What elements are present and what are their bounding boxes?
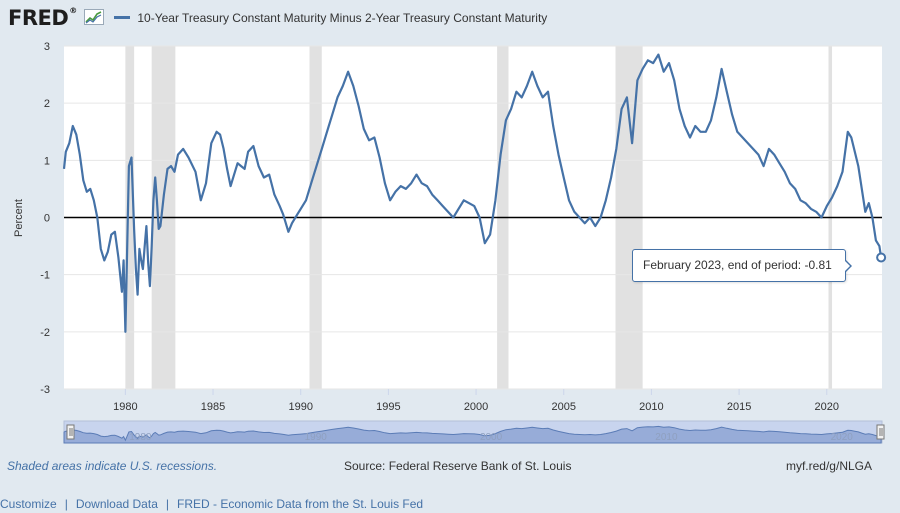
x-tick-label: 2015 — [727, 401, 751, 413]
navigator-tick-label: 1990 — [305, 432, 328, 443]
recession-note: Shaded areas indicate U.S. recessions. — [7, 459, 218, 473]
navigator-tick-labels: 1980 1990 2000 2010 2020 — [129, 432, 853, 443]
x-tick-label: 1990 — [288, 401, 312, 413]
data-tooltip: February 2023, end of period: -0.81 — [632, 249, 846, 282]
navigator-series-area — [63, 425, 882, 444]
chart-header: FRED® 10-Year Treasury Constant Maturity… — [0, 0, 900, 38]
y-tick-label: 1 — [44, 155, 50, 167]
legend-swatch — [114, 16, 130, 20]
bottom-links: Customize | Download Data | FRED - Economic … — [0, 497, 423, 511]
series-title: 10-Year Treasury Constant Maturity Minus… — [137, 11, 548, 25]
customize-link[interactable]: Customize — [0, 497, 57, 511]
fred-logo[interactable]: FRED® — [8, 6, 77, 30]
y-tick-label: 0 — [44, 213, 50, 225]
navigator-left-handle[interactable] — [66, 424, 75, 440]
y-tick-label: -1 — [40, 270, 50, 282]
y-axis-label: Percent — [13, 199, 25, 237]
series-line[interactable] — [62, 53, 883, 333]
link-separator: | — [64, 497, 68, 511]
x-tick-label: 1980 — [113, 401, 137, 413]
x-tick-label: 2020 — [815, 401, 839, 413]
y-tick-labels: -3 -2 -1 0 1 2 3 — [40, 41, 50, 396]
navigator-tick-label: 1980 — [129, 432, 152, 443]
link-separator: | — [165, 497, 169, 511]
x-tick-label: 1985 — [201, 401, 225, 413]
short-url[interactable]: myf.red/g/NLGA — [785, 459, 872, 473]
range-navigator: 1980 1990 2000 2010 2020 — [63, 420, 885, 444]
navigator-tick-label: 2010 — [655, 432, 678, 443]
x-tick-labels: 1980 1985 1990 1995 2000 2005 2010 2015 2020 — [113, 389, 839, 413]
y-tick-label: -3 — [40, 384, 50, 396]
x-tick-label: 2010 — [639, 401, 663, 413]
navigator-tick-label: 2000 — [480, 432, 503, 443]
x-tick-label: 1995 — [376, 401, 400, 413]
fred-logo-text: FRED — [8, 6, 69, 30]
x-tick-label: 2000 — [464, 401, 488, 413]
download-data-link[interactable]: Download Data — [75, 497, 158, 511]
tooltip-label: February 2023, end of period: — [643, 258, 802, 272]
y-tick-label: -2 — [40, 327, 50, 339]
y-tick-label: 3 — [44, 41, 50, 53]
x-tick-label: 2005 — [552, 401, 576, 413]
grid-layer — [64, 45, 882, 390]
y-tick-label: 2 — [44, 98, 50, 110]
last-data-point[interactable] — [876, 252, 887, 263]
series-legend[interactable]: 10-Year Treasury Constant Maturity Minus… — [114, 11, 547, 25]
navigator-tick-label: 2020 — [831, 432, 854, 443]
tooltip-arrow-fill — [844, 260, 850, 272]
fred-home-link[interactable]: FRED - Economic Data from the St. Louis … — [177, 497, 424, 511]
fred-graph-icon — [84, 9, 104, 25]
navigator-right-handle[interactable] — [876, 424, 885, 440]
source-text: Source: Federal Reserve Bank of St. Loui… — [344, 459, 572, 473]
tooltip-value: -0.81 — [804, 258, 832, 272]
registered-mark: ® — [69, 6, 77, 15]
